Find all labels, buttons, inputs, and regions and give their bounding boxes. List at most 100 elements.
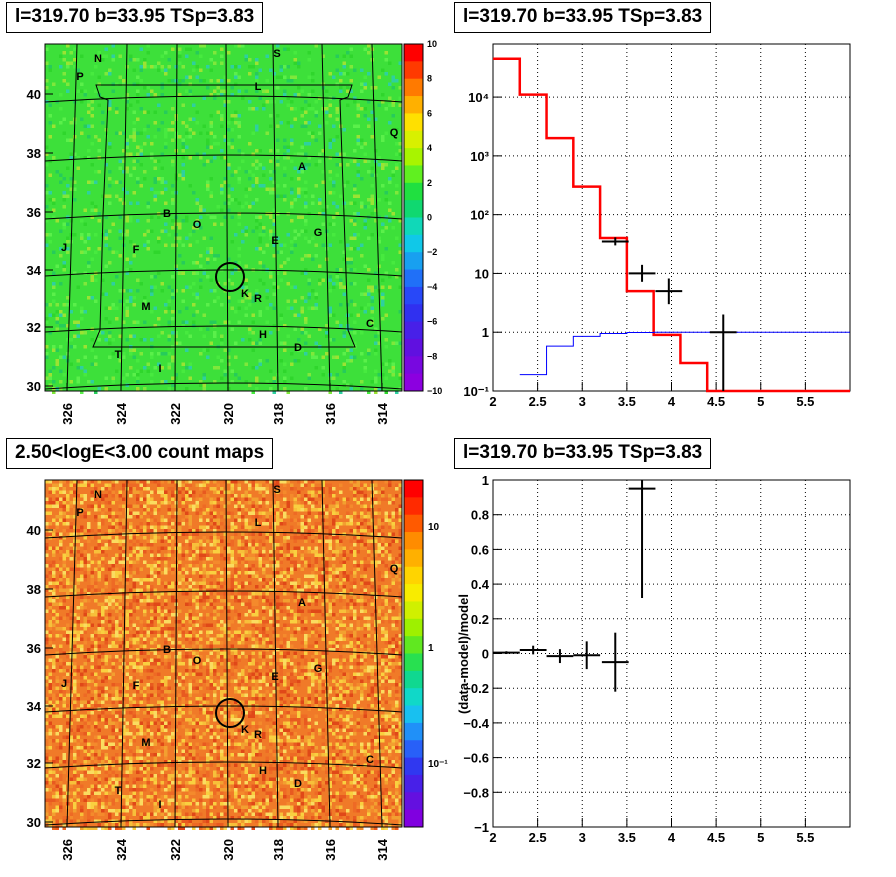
map-pixel <box>238 65 242 69</box>
map-pixel <box>269 645 273 649</box>
map-pixel <box>378 501 382 505</box>
map-pixel <box>196 641 200 645</box>
map-pixel <box>213 617 217 621</box>
map-pixel <box>49 526 53 530</box>
map-pixel <box>388 202 392 206</box>
map-pixel <box>143 244 147 248</box>
map-pixel <box>371 613 375 617</box>
map-pixel <box>73 533 77 537</box>
map-pixel <box>101 645 105 649</box>
map-pixel <box>329 170 333 174</box>
map-pixel <box>49 624 53 628</box>
map-pixel <box>234 310 238 314</box>
map-pixel <box>119 557 123 561</box>
map-pixel <box>98 505 102 509</box>
map-pixel <box>304 522 308 526</box>
map-pixel <box>336 596 340 600</box>
map-pixel <box>87 247 91 251</box>
map-pixel <box>133 135 137 139</box>
map-pixel <box>294 107 298 111</box>
map-pixel <box>161 494 165 498</box>
map-pixel <box>241 550 245 554</box>
map-pixel <box>143 589 147 593</box>
map-pixel <box>143 487 147 491</box>
map-pixel <box>168 338 172 342</box>
map-pixel <box>304 300 308 304</box>
map-pixel <box>175 289 179 293</box>
map-pixel <box>262 585 266 589</box>
map-pixel <box>336 69 340 73</box>
map-pixel <box>129 487 133 491</box>
map-pixel <box>367 599 371 603</box>
map-pixel <box>308 104 312 108</box>
map-pixel <box>350 571 354 575</box>
map-pixel <box>147 631 151 635</box>
map-pixel <box>304 111 308 115</box>
map-pixel <box>157 216 161 220</box>
map-pixel <box>381 603 385 607</box>
map-pixel <box>262 107 266 111</box>
map-pixel <box>70 505 74 509</box>
map-pixel <box>234 582 238 586</box>
map-pixel <box>346 303 350 307</box>
map-pixel <box>206 512 210 516</box>
map-pixel <box>84 578 88 582</box>
map-pixel <box>115 561 119 565</box>
map-pixel <box>385 655 389 659</box>
map-pixel <box>136 387 140 391</box>
map-pixel <box>283 592 287 596</box>
source-label-c: C <box>366 318 374 330</box>
map-pixel <box>196 638 200 642</box>
map-pixel <box>325 107 329 111</box>
map-pixel <box>185 634 189 638</box>
map-pixel <box>322 505 326 509</box>
map-pixel <box>231 592 235 596</box>
map-pixel <box>227 603 231 607</box>
model-source-step <box>520 332 850 374</box>
map-pixel <box>213 223 217 227</box>
map-pixel <box>108 230 112 234</box>
map-pixel <box>192 557 196 561</box>
map-pixel <box>199 515 203 519</box>
map-pixel <box>336 641 340 645</box>
map-pixel <box>371 174 375 178</box>
map-pixel <box>357 135 361 139</box>
map-pixel <box>70 363 74 367</box>
map-pixel <box>262 184 266 188</box>
map-pixel <box>346 244 350 248</box>
map-pixel <box>59 356 63 360</box>
map-pixel <box>122 554 126 558</box>
map-pixel <box>140 522 144 526</box>
map-pixel <box>98 170 102 174</box>
map-pixel <box>185 286 189 290</box>
map-pixel <box>339 631 343 635</box>
map-pixel <box>227 79 231 83</box>
map-pixel <box>367 293 371 297</box>
map-pixel <box>66 515 70 519</box>
map-pixel <box>52 554 56 558</box>
map-pixel <box>227 526 231 530</box>
map-pixel <box>360 505 364 509</box>
map-pixel <box>259 592 263 596</box>
map-pixel <box>49 121 53 125</box>
map-pixel <box>374 515 378 519</box>
map-pixel <box>350 356 354 360</box>
map-pixel <box>210 125 214 129</box>
map-pixel <box>318 522 322 526</box>
map-pixel <box>269 188 273 192</box>
map-pixel <box>56 522 60 526</box>
map-pixel <box>234 568 238 572</box>
map-pixel <box>56 265 60 269</box>
map-pixel <box>231 484 235 488</box>
map-pixel <box>80 634 84 638</box>
map-pixel <box>357 212 361 216</box>
map-pixel <box>49 498 53 502</box>
map-pixel <box>322 508 326 512</box>
map-pixel <box>213 289 217 293</box>
map-pixel <box>301 90 305 94</box>
map-pixel <box>318 585 322 589</box>
map-pixel <box>311 258 315 262</box>
map-pixel <box>140 631 144 635</box>
map-pixel <box>388 121 392 125</box>
